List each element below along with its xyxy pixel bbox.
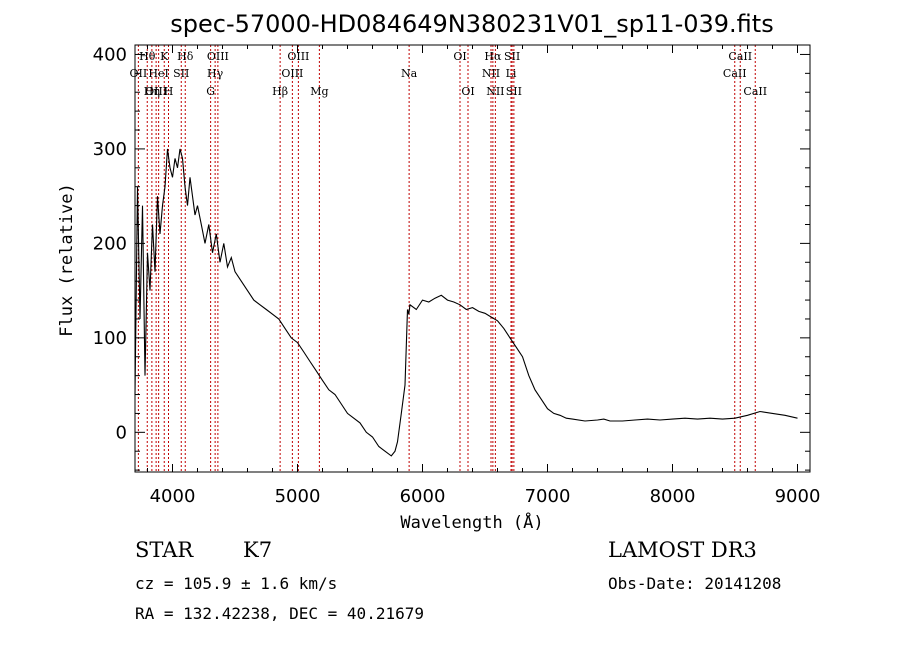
spectral-line-label: OI [453,50,466,63]
x-tick-label: 7000 [525,486,571,507]
spectral-line-label: OIII [281,67,303,80]
coordinates: RA = 132.42238, DEC = 40.21679 [135,604,424,623]
spectral-line-label: SII [504,50,520,63]
object-type: STAR [135,538,194,562]
spectral-line-label: K [160,50,169,63]
y-tick-label: 100 [93,328,127,349]
spectral-line-label: OIII [145,85,167,98]
y-tick-label: 400 [93,44,127,65]
spectral-line-label: Hα [484,50,502,63]
spectral-line-label: OIII [287,50,309,63]
spectral-line-label: Hδ [177,50,194,63]
survey-name: LAMOST DR3 [608,538,757,562]
object-subclass: K7 [243,538,273,562]
spectrum-line [134,148,798,457]
x-tick-label: 5000 [275,486,321,507]
x-tick-label: 4000 [150,486,196,507]
spectral-line-label: Mg [310,85,328,98]
x-tick-label: 6000 [400,486,446,507]
spectral-line-label: OI [461,85,474,98]
spectral-line-label: Hη [144,85,160,98]
spectral-line-label: CaII [723,67,747,80]
spectral-line-label: HeI [148,67,168,80]
y-axis-label: Flux (relative) [57,183,77,337]
x-axis-ticks: 4000 5000 6000 7000 8000 9000 [147,45,821,507]
spectral-line-label: Hγ [207,67,224,80]
y-tick-label: 300 [93,139,127,160]
spectral-line-label: OIII [207,50,229,63]
x-tick-label: 8000 [650,486,696,507]
chart-title: spec-57000-HD084649N380231V01_sp11-039.f… [170,10,773,38]
spectral-line-label: NII [486,85,504,98]
spectral-line-label: SII [506,85,522,98]
spectral-line-label: NII [482,67,500,80]
spectral-line-label: H [164,85,174,98]
spectral-line-label: CaII [743,85,767,98]
plot-frame [134,44,811,473]
spectral-line-label: Hθ [139,50,156,63]
spectral-line-label: Li [506,67,517,80]
spectral-line-label: SII [173,67,189,80]
y-tick-label: 200 [93,233,127,254]
obs-date: Obs-Date: 20141208 [608,574,782,593]
y-axis-ticks: 0 100 200 300 400 [93,44,810,471]
spectral-line-label: Na [401,67,418,80]
spectral-line-label: CaII [728,50,752,63]
x-axis-label: Wavelength (Å) [400,511,543,533]
y-tick-label: 0 [116,422,127,443]
redshift-cz: cz = 105.9 ± 1.6 km/s [135,574,338,593]
spectral-line-label: Hβ [272,85,288,98]
x-tick-label: 9000 [775,486,821,507]
spectral-line-label: G [206,85,215,98]
